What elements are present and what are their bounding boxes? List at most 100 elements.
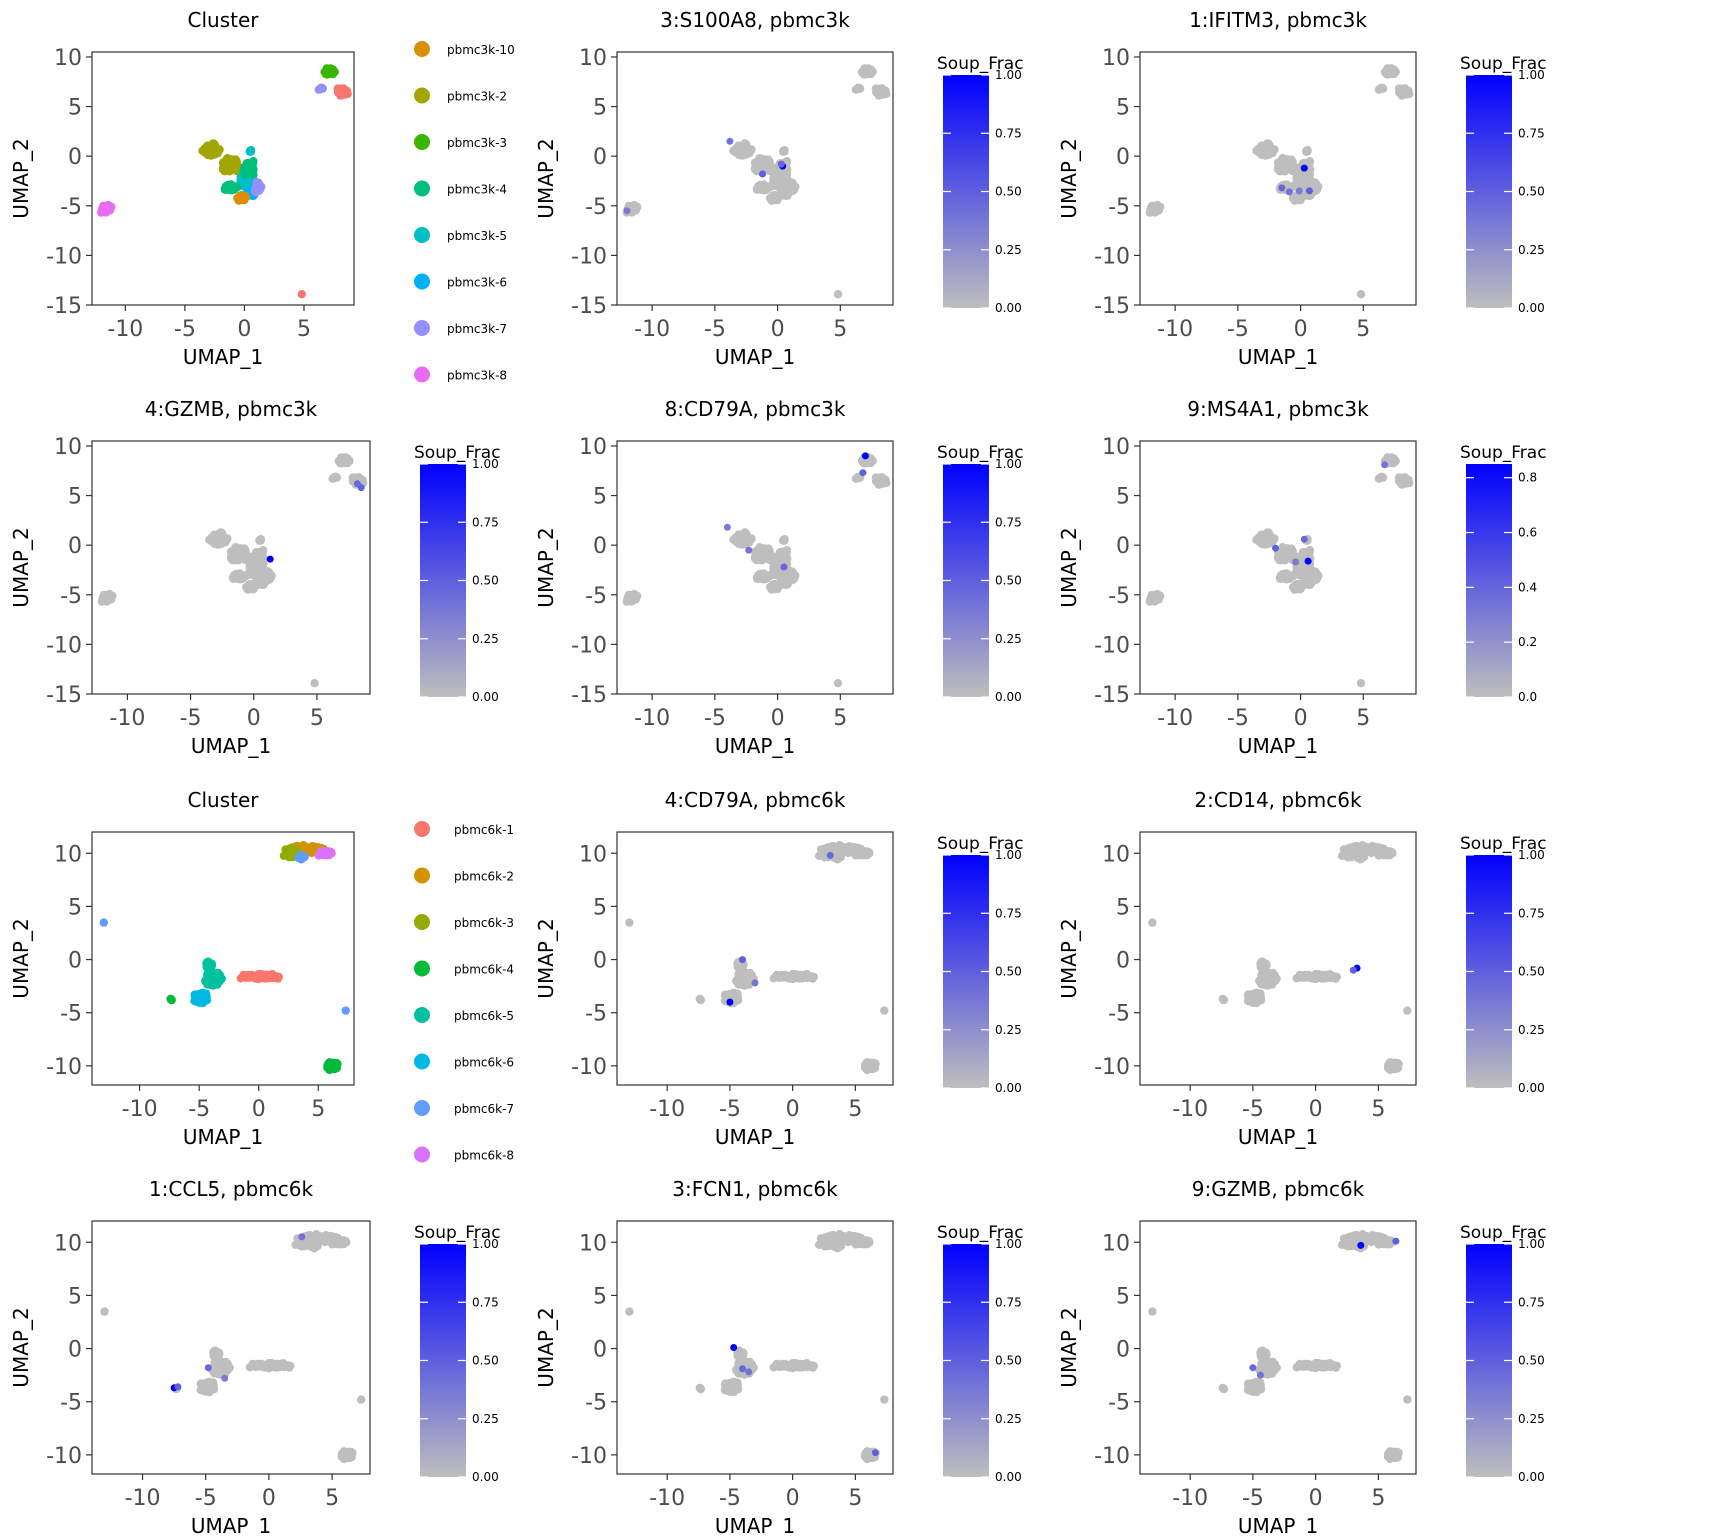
cell-point: [758, 158, 767, 167]
soup-point: [1295, 187, 1303, 195]
plot-panel: [91, 440, 371, 695]
colorbar-label: 0.00: [995, 690, 1022, 704]
cell-point: [1147, 202, 1157, 211]
y-tick-label: 10: [54, 435, 82, 460]
y-axis-title: UMAP_2: [534, 138, 558, 218]
soup-point: [723, 523, 731, 531]
y-tick-label: -10: [571, 244, 607, 269]
soup-point: [726, 137, 734, 145]
soup-point: [1381, 461, 1389, 469]
cell-point: [1386, 66, 1396, 76]
colorbar-label: 0.0: [1518, 690, 1537, 704]
cell-point: [769, 192, 778, 201]
legend-label: pbmc3k-5: [447, 229, 507, 243]
colorbar-label: 0.25: [995, 243, 1022, 257]
soup-point: [1272, 544, 1279, 552]
x-tick-label: -10: [109, 706, 145, 731]
panel-title: 4:GZMB, pbmc3k: [145, 397, 318, 421]
cell-point: [1303, 147, 1312, 156]
cell-point: [1262, 141, 1271, 150]
cell-point: [786, 569, 795, 579]
soup-point: [745, 546, 753, 554]
soup-point: [1304, 557, 1312, 565]
y-tick-label: 10: [1102, 435, 1130, 460]
x-tick-label: 0: [237, 317, 251, 342]
cell-point: [252, 180, 262, 190]
colorbar-label: 0.50: [995, 574, 1022, 588]
y-tick-label: -10: [46, 244, 82, 269]
x-tick-label: 0: [1294, 706, 1308, 731]
x-tick-label: 5: [1356, 317, 1370, 342]
soup-point: [859, 469, 867, 477]
plot-panel: [1139, 51, 1417, 306]
soup-point: [780, 563, 788, 571]
cell-point: [279, 851, 289, 860]
legend-label: pbmc3k-7: [447, 322, 507, 336]
panel-title: 8:CD79A, pbmc3k: [665, 397, 846, 421]
y-tick-label: -5: [1108, 584, 1130, 609]
cell-point: [863, 66, 873, 76]
x-tick-label: -5: [180, 706, 202, 731]
colorbar-label: 1.00: [995, 68, 1022, 82]
plot-panel: [91, 831, 355, 1086]
cell-point: [1257, 150, 1267, 160]
panel-title: 3:S100A8, pbmc3k: [660, 8, 850, 32]
cell-point: [1309, 569, 1319, 579]
cell-point: [1378, 83, 1387, 93]
colorbar-label: 0.8: [1518, 471, 1537, 485]
x-tick-label: 5: [833, 706, 847, 731]
y-tick-label: -15: [46, 683, 82, 708]
cell-point: [226, 158, 235, 167]
colorbar-label: 0.4: [1518, 580, 1537, 594]
y-tick-label: 5: [593, 485, 607, 510]
y-tick-label: 0: [1116, 145, 1130, 170]
y-tick-label: 5: [593, 96, 607, 121]
legend-title: Soup_Frac: [937, 54, 1024, 74]
cell-point: [734, 539, 744, 549]
colorbar-label: 0.75: [995, 126, 1022, 140]
y-tick-label: -5: [585, 195, 607, 220]
x-tick-label: -5: [704, 317, 726, 342]
cell-point: [786, 180, 795, 190]
soup-point: [266, 555, 274, 563]
y-tick-label: -5: [585, 584, 607, 609]
colorbar-label: 0.25: [995, 632, 1022, 646]
cell-point: [237, 574, 246, 583]
cell-point: [1284, 574, 1293, 583]
colorbar-label: 0.50: [472, 574, 499, 588]
cell-point: [739, 530, 748, 539]
colorbar: [1466, 464, 1512, 697]
x-tick-label: -10: [1157, 317, 1193, 342]
cell-point: [254, 553, 263, 562]
cell-point: [1257, 539, 1267, 549]
cell-point: [238, 177, 247, 186]
y-tick-label: 5: [68, 485, 82, 510]
legend-label: pbmc3k-10: [447, 43, 515, 57]
y-tick-label: -15: [46, 294, 82, 319]
soup-point: [353, 480, 361, 488]
y-tick-label: -10: [1094, 633, 1130, 658]
panel-title: Cluster: [188, 788, 260, 812]
colorbar-label: 0.75: [1518, 126, 1545, 140]
colorbar-label: 0.00: [1518, 301, 1545, 315]
y-tick-label: 0: [68, 534, 82, 559]
cell-point: [734, 150, 744, 160]
y-tick-label: -10: [571, 633, 607, 658]
x-tick-label: -10: [634, 706, 670, 731]
cell-point: [1399, 477, 1409, 486]
cell-point: [207, 141, 217, 150]
colorbar-label: 0.75: [995, 515, 1022, 529]
y-tick-label: 10: [1102, 46, 1130, 71]
x-tick-label: 0: [247, 706, 261, 731]
cell-point: [855, 83, 864, 93]
y-tick-label: -15: [571, 683, 607, 708]
plot-panel: [1139, 440, 1417, 695]
cell-point: [761, 185, 770, 194]
legend-key: [414, 366, 430, 383]
point-layer: [622, 64, 891, 299]
panel-title: 9:MS4A1, pbmc3k: [1187, 397, 1369, 421]
